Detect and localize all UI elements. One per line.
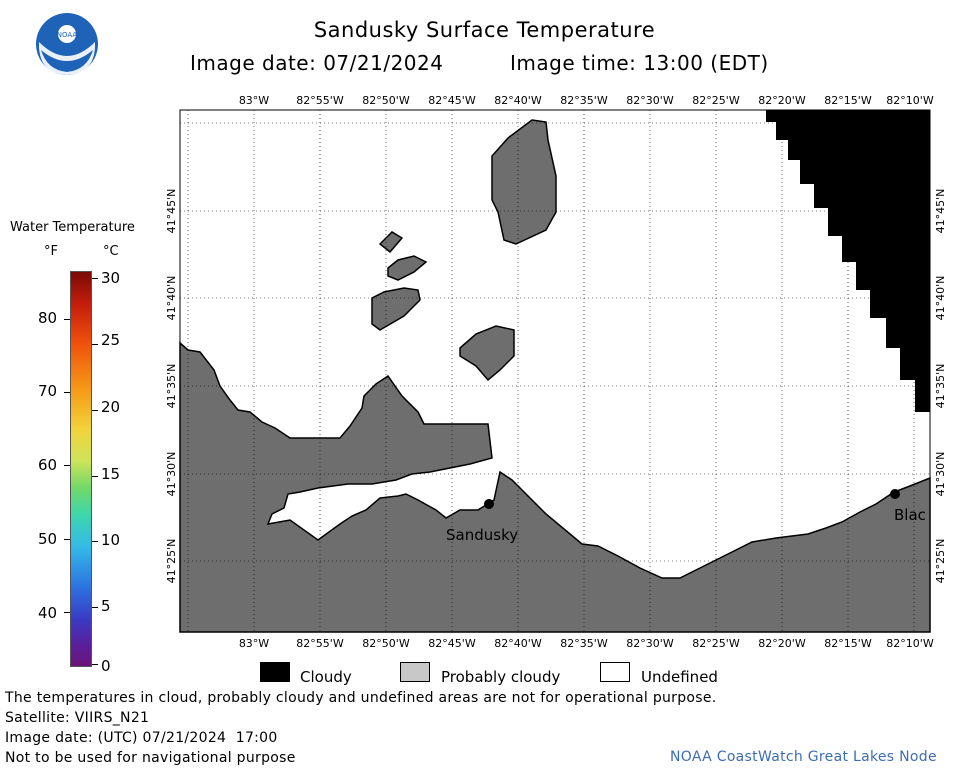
city-marker-sandusky: [484, 499, 494, 509]
lon-label-bottom: 82°25'W: [692, 637, 740, 650]
lon-label-bottom: 82°55'W: [296, 637, 344, 650]
lat-label-left: 41°45'N: [165, 189, 178, 234]
colorbar-unit-c: °C: [103, 244, 119, 259]
lon-label-bottom: 82°40'W: [494, 637, 542, 650]
lon-label-top: 82°40'W: [494, 94, 542, 107]
lat-label-right: 41°35'N: [934, 364, 947, 409]
map-panel: 83°W 82°55'W 82°50'W 82°45'W 82°40'W 82°…: [165, 94, 947, 650]
key-swatch-cloudy: [260, 662, 290, 682]
lat-label-right: 41°40'N: [934, 276, 947, 321]
lat-label-left: 41°25'N: [165, 539, 178, 584]
lon-label-bottom: 82°20'W: [758, 637, 806, 650]
map-graticule: [180, 110, 930, 632]
key-label-cloudy: Cloudy: [300, 668, 352, 686]
lon-label-bottom: 83°W: [239, 637, 269, 650]
lon-label-top: 82°25'W: [692, 94, 740, 107]
lon-label-top: 82°15'W: [824, 94, 872, 107]
lon-label-bottom: 82°35'W: [560, 637, 608, 650]
colorbar-f-ticks: [64, 271, 70, 667]
lon-label-top: 82°35'W: [560, 94, 608, 107]
lon-label-top: 82°20'W: [758, 94, 806, 107]
city-label-blac: Blac: [894, 506, 926, 524]
land-mainland: [179, 341, 931, 633]
colorbar-gradient: [70, 271, 92, 667]
lon-label-top: 82°55'W: [296, 94, 344, 107]
key-label-probably-cloudy: Probably cloudy: [441, 668, 561, 686]
colorbar-f-label: 80: [38, 309, 58, 327]
city-marker-blac: [890, 489, 900, 499]
lat-label-right: 41°25'N: [934, 539, 947, 584]
footer-satellite: Satellite: VIIRS_N21: [5, 710, 150, 726]
colorbar-c-label: 15: [101, 465, 121, 483]
lat-label-left: 41°40'N: [165, 276, 178, 321]
lat-label-right: 41°30'N: [934, 452, 947, 497]
logo-text: NOAA: [57, 31, 78, 39]
lon-label-bottom: 82°50'W: [362, 637, 410, 650]
colorbar-f-label: 70: [38, 382, 58, 400]
noaa-logo: NOAA: [36, 13, 98, 75]
lon-label-bottom: 82°30'W: [626, 637, 674, 650]
lat-label-right: 41°45'N: [934, 189, 947, 234]
key-label-undefined: Undefined: [641, 668, 718, 686]
footer-credit: NOAA CoastWatch Great Lakes Node: [670, 749, 937, 765]
colorbar-c-label: 10: [101, 531, 121, 549]
cloudy-region: [766, 110, 930, 412]
key-swatch-undefined: [600, 662, 630, 682]
colorbar-unit-f: °F: [44, 244, 58, 259]
colorbar-c-label: 0: [101, 657, 111, 675]
image-date: Image date: 07/21/2024: [190, 51, 444, 75]
lon-label-bottom: 82°15'W: [824, 637, 872, 650]
image-time: Image time: 13:00 (EDT): [510, 51, 769, 75]
colorbar-c-label: 25: [101, 331, 121, 349]
colorbar-title: Water Temperature: [10, 220, 135, 235]
island-kelleys: [371, 287, 421, 331]
island-pelee: [491, 119, 557, 245]
lat-label-left: 41°35'N: [165, 364, 178, 409]
colorbar-f-label: 40: [38, 604, 58, 622]
city-label-sandusky: Sandusky: [446, 526, 518, 544]
lon-label-bottom: 82°45'W: [428, 637, 476, 650]
island-small-2: [387, 255, 428, 281]
lon-label-top: 82°30'W: [626, 94, 674, 107]
colorbar-c-label: 30: [101, 269, 121, 287]
colorbar-c-ticks: [92, 271, 98, 667]
key-swatch-probably-cloudy: [400, 662, 430, 682]
lon-label-top: 82°10'W: [886, 94, 934, 107]
colorbar-f-label: 50: [38, 530, 58, 548]
lon-label-top: 82°45'W: [428, 94, 476, 107]
lat-label-left: 41°30'N: [165, 452, 178, 497]
lon-label-top: 82°50'W: [362, 94, 410, 107]
colorbar-f-label: 60: [38, 456, 58, 474]
footer-nav-warning: Not to be used for navigational purpose: [5, 750, 296, 766]
footer-disclaimer: The temperatures in cloud, probably clou…: [5, 690, 717, 706]
lon-label-bottom: 82°10'W: [886, 637, 934, 650]
island-bass: [459, 325, 515, 382]
map-frame: [179, 109, 931, 633]
island-small-1: [378, 231, 404, 254]
lon-label-top: 83°W: [239, 94, 269, 107]
map-title: Sandusky Surface Temperature: [313, 18, 656, 42]
colorbar-c-label: 20: [101, 398, 121, 416]
colorbar-c-label: 5: [101, 597, 111, 615]
footer-utc-date: Image date: (UTC) 07/21/2024 17:00: [5, 730, 278, 746]
